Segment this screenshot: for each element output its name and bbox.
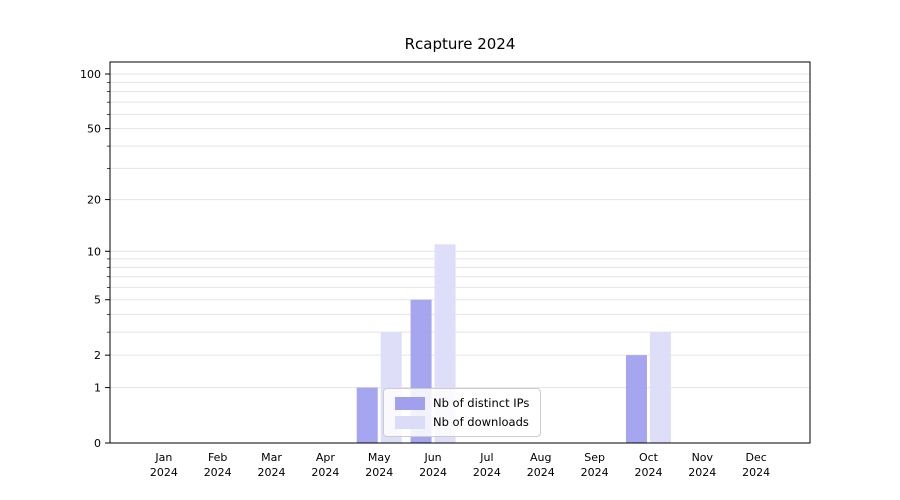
svg-text:50: 50 bbox=[87, 123, 101, 136]
svg-text:10: 10 bbox=[87, 245, 101, 258]
svg-text:Sep: Sep bbox=[584, 451, 605, 464]
svg-text:1: 1 bbox=[94, 382, 101, 395]
chart-title: Rcapture 2024 bbox=[404, 35, 516, 53]
svg-text:2024: 2024 bbox=[581, 466, 609, 479]
svg-text:2024: 2024 bbox=[688, 466, 716, 479]
svg-text:2024: 2024 bbox=[419, 466, 447, 479]
svg-text:20: 20 bbox=[87, 194, 101, 207]
svg-text:0: 0 bbox=[94, 437, 101, 450]
legend-item-distinct-ips: Nb of distinct IPs bbox=[395, 396, 529, 410]
svg-text:Jul: Jul bbox=[479, 451, 493, 464]
legend-swatch-downloads bbox=[395, 415, 425, 429]
svg-text:Dec: Dec bbox=[746, 451, 767, 464]
svg-text:2024: 2024 bbox=[742, 466, 770, 479]
svg-text:2024: 2024 bbox=[365, 466, 393, 479]
svg-text:2024: 2024 bbox=[311, 466, 339, 479]
svg-text:Mar: Mar bbox=[261, 451, 282, 464]
svg-text:Jan: Jan bbox=[154, 451, 172, 464]
legend-swatch-distinct-ips bbox=[395, 396, 425, 410]
svg-text:2024: 2024 bbox=[204, 466, 232, 479]
svg-text:Aug: Aug bbox=[530, 451, 551, 464]
svg-text:Feb: Feb bbox=[208, 451, 227, 464]
svg-text:100: 100 bbox=[80, 68, 101, 81]
svg-text:2: 2 bbox=[94, 349, 101, 362]
svg-text:5: 5 bbox=[94, 294, 101, 307]
legend: Nb of distinct IPs Nb of downloads bbox=[383, 388, 542, 437]
svg-text:Nov: Nov bbox=[692, 451, 714, 464]
legend-label-downloads: Nb of downloads bbox=[433, 415, 529, 429]
legend-label-distinct-ips: Nb of distinct IPs bbox=[433, 396, 530, 410]
svg-text:Oct: Oct bbox=[639, 451, 659, 464]
svg-text:2024: 2024 bbox=[634, 466, 662, 479]
svg-text:Apr: Apr bbox=[316, 451, 336, 464]
svg-text:May: May bbox=[368, 451, 391, 464]
svg-text:2024: 2024 bbox=[150, 466, 178, 479]
svg-text:Jun: Jun bbox=[423, 451, 441, 464]
svg-text:2024: 2024 bbox=[473, 466, 501, 479]
svg-text:2024: 2024 bbox=[258, 466, 286, 479]
svg-text:2024: 2024 bbox=[527, 466, 555, 479]
legend-item-downloads: Nb of downloads bbox=[395, 415, 529, 429]
